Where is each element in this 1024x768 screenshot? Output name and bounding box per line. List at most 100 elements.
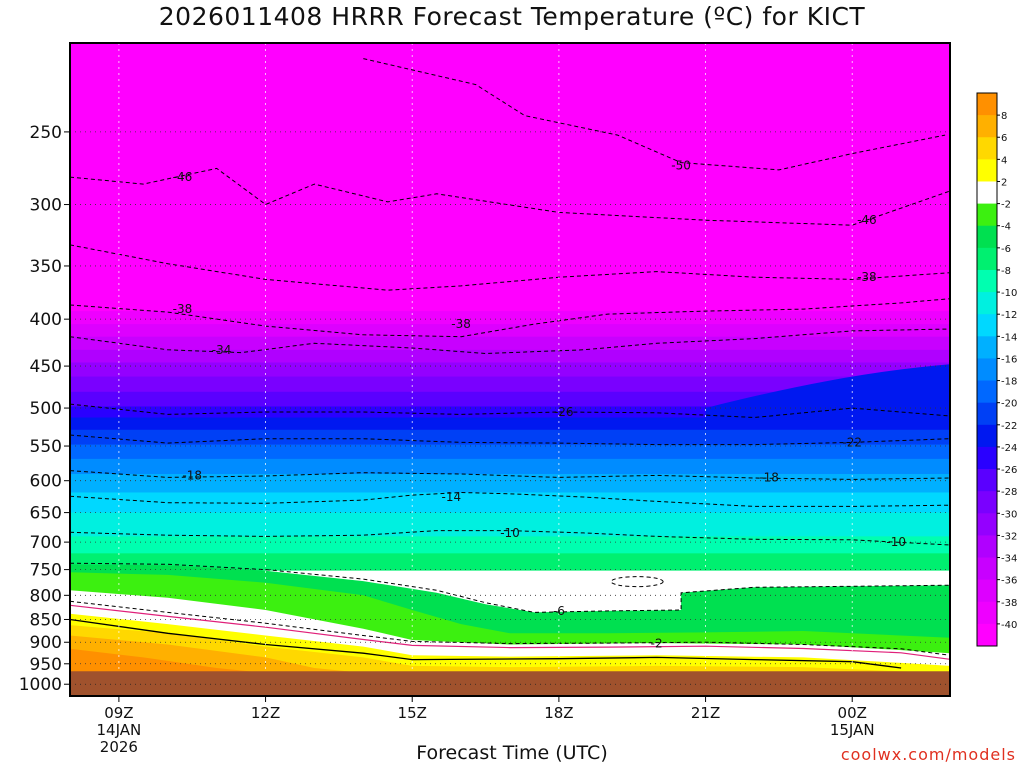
- ytick-label-750: 750: [30, 561, 62, 581]
- colorbar-swatch-13: [977, 380, 997, 404]
- ground-surface: [70, 671, 950, 696]
- isotherm-contours: [70, 58, 950, 669]
- colorbar-swatch-22: [977, 579, 997, 603]
- plot-frame: [69, 42, 951, 697]
- colorbar-swatch-15: [977, 424, 997, 448]
- chart-title: 2026011408 HRRR Forecast Temperature (ºC…: [158, 2, 866, 31]
- contour-label-8: -22: [842, 435, 862, 449]
- ytick-label-650: 650: [30, 504, 62, 524]
- colorbar-label-9: -22: [1001, 421, 1017, 432]
- shade-band-13: [70, 474, 950, 494]
- ytick-label-800: 800: [30, 586, 62, 606]
- xtick-label-15-0: 15Z: [398, 704, 427, 722]
- colorbar-label-6: -28: [1001, 487, 1017, 498]
- zero-isotherm: [70, 618, 902, 669]
- xtick-label-18-0: 18Z: [544, 704, 573, 722]
- colorbar-label-4: -32: [1001, 531, 1017, 542]
- contour-label-1: -50: [671, 159, 691, 173]
- colorbar-label-8: -24: [1001, 443, 1017, 454]
- shade-band-14: [70, 492, 950, 514]
- colorbar-label-16: -8: [1001, 266, 1011, 277]
- isotherm-4: [70, 328, 950, 355]
- colorbar-frame: [976, 92, 998, 647]
- colorbar-swatch-19: [977, 513, 997, 536]
- ytick-label-700: 700: [30, 533, 62, 553]
- contour-label-9: -18: [182, 468, 202, 482]
- colorbar-swatch-8: [977, 269, 997, 293]
- xtick-label-21-0: 21Z: [691, 704, 720, 722]
- contour-label-11: -14: [442, 490, 462, 504]
- colorbar-label-1: -38: [1001, 598, 1017, 609]
- colorbar-label-5: -30: [1001, 509, 1017, 520]
- colorbar-label-12: -16: [1001, 354, 1017, 365]
- colorbar-swatch-16: [977, 446, 997, 470]
- colorbar-label-2: -36: [1001, 576, 1017, 587]
- ytick-label-600: 600: [30, 472, 62, 492]
- shade-band-3: [70, 336, 950, 351]
- contour-labels: -46 -50 -46 -38 -38 -38 -34 -26 -22 -18 -18 -14 -10 -…: [173, 159, 906, 651]
- shade-band-0: [70, 43, 950, 313]
- xtick-label-9-1: 14JAN: [97, 721, 142, 739]
- colorbar-label-20: 2: [1001, 177, 1007, 188]
- xtick-label-12-0: 12Z: [251, 704, 280, 722]
- ytick-label-1000: 1000: [19, 675, 62, 695]
- colorbar-swatch-0: [977, 93, 997, 116]
- ytick-label-850: 850: [30, 610, 62, 630]
- ytick-label-350: 350: [30, 257, 62, 277]
- isotherm-loop: [610, 576, 664, 588]
- ytick-label-500: 500: [30, 399, 62, 419]
- isotherm-2: [70, 244, 950, 291]
- contour-label-2: -46: [857, 213, 877, 227]
- colorbar-label-11: -18: [1001, 377, 1017, 388]
- contour-label-15: -2: [651, 637, 663, 651]
- colorbar-swatch-12: [977, 358, 997, 382]
- shade-band-4: [70, 349, 950, 364]
- colorbar-label-18: -4: [1001, 222, 1011, 233]
- colorbar-swatch-23: [977, 601, 997, 625]
- credit-link[interactable]: coolwx.com/models: [840, 745, 1016, 764]
- xtick-label-24-1: 15JAN: [830, 721, 875, 739]
- colorbar-label-3: -34: [1001, 554, 1017, 565]
- colorbar-label-19: -2: [1001, 200, 1011, 211]
- colorbar-label-13: -14: [1001, 332, 1017, 343]
- colorbar-swatch-5: [977, 203, 997, 227]
- contour-label-13: -10: [886, 535, 906, 549]
- isotherm-5: [70, 403, 950, 419]
- isotherm-6: [70, 434, 950, 446]
- ytick-label-950: 950: [30, 655, 62, 675]
- isotherm-8: [70, 491, 950, 507]
- contour-label-5: -38: [451, 317, 471, 331]
- ytick-label-400: 400: [30, 310, 62, 330]
- shade-band-10: [70, 429, 950, 446]
- colorbar-label-7: -26: [1001, 465, 1017, 476]
- shade-band-15: [70, 512, 950, 538]
- shade-band-11: [70, 444, 950, 460]
- colorbar-swatch-2: [977, 137, 997, 160]
- shade-band-9: [70, 417, 950, 431]
- shade-band-16: [70, 536, 950, 555]
- colorbar-swatch-18: [977, 491, 997, 514]
- colorbar-swatch-4: [977, 181, 997, 205]
- colorbar-label-10: -20: [1001, 399, 1017, 410]
- colorbar-swatch-24: [977, 623, 997, 647]
- shade-band-1: [70, 311, 950, 326]
- contour-label-6: -34: [212, 343, 232, 357]
- colorbar-swatch-7: [977, 247, 997, 271]
- contour-label-7: -26: [554, 405, 574, 419]
- colorbar-swatch-6: [977, 225, 997, 249]
- colorbar-label-17: -6: [1001, 244, 1011, 255]
- contour-label-10: -18: [759, 470, 779, 484]
- contour-label-4: -38: [173, 302, 193, 316]
- colorbar-swatch-1: [977, 115, 997, 138]
- colorbar-label-22: 6: [1001, 133, 1007, 144]
- colorbar-label-14: -12: [1001, 310, 1017, 321]
- shade-band-17: [70, 553, 950, 571]
- ytick-label-550: 550: [30, 437, 62, 457]
- colorbar-label-0: -40: [1001, 620, 1017, 631]
- y-axis: 250 300 350 400 450 500 550 600 650 700 750 800 850 9…: [19, 123, 70, 695]
- xtick-label-9-2: 2026: [100, 738, 138, 756]
- colorbar-swatch-11: [977, 336, 997, 359]
- contour-label-0: -46: [173, 170, 193, 184]
- shade-pocket: [705, 364, 950, 420]
